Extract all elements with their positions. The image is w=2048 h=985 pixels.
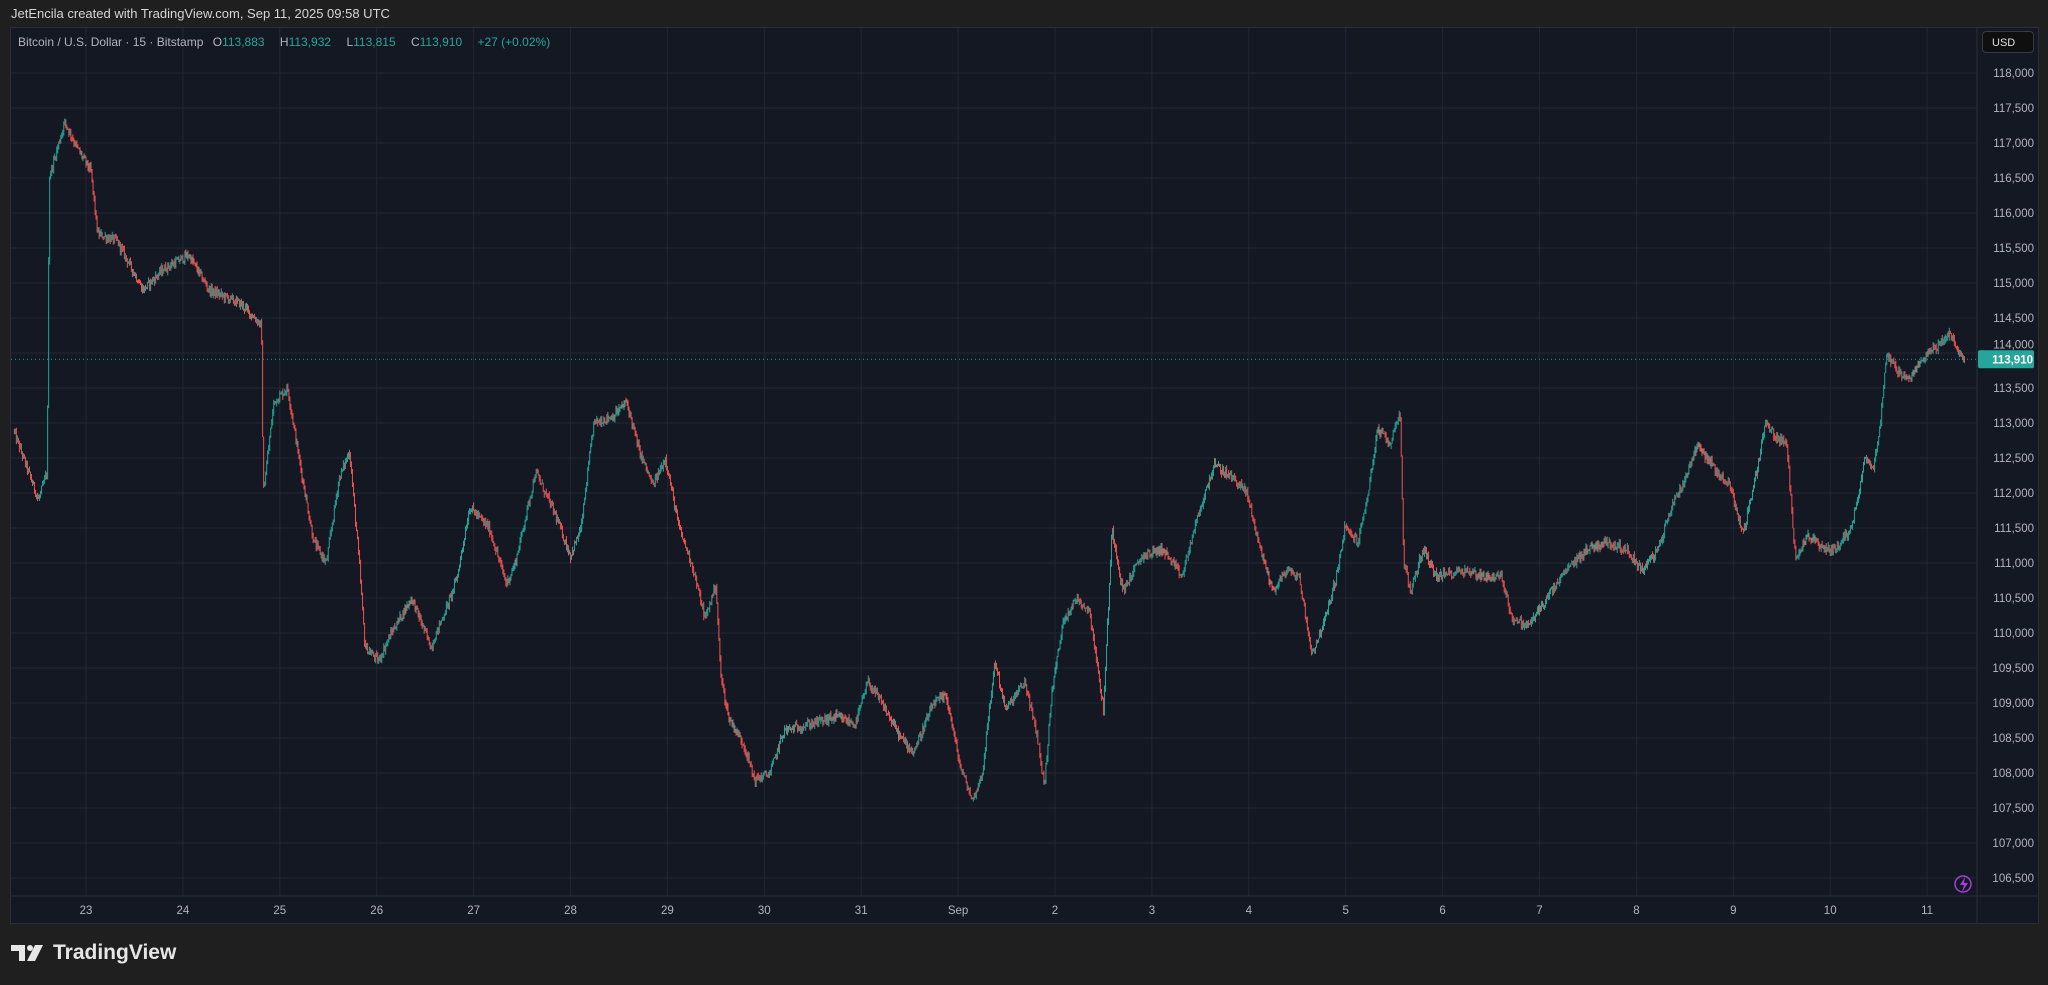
price-tick-label: 107,500 — [1992, 803, 2034, 815]
time-tick-label: 6 — [1439, 905, 1445, 917]
time-tick-label: 29 — [661, 905, 674, 917]
price-tick-label: 111,000 — [1994, 558, 2034, 570]
price-tick-label: 107,000 — [1992, 838, 2034, 850]
symbol-name[interactable]: Bitcoin / U.S. Dollar · 15 · Bitstamp — [18, 35, 204, 49]
price-tick-label: 116,500 — [1993, 173, 2034, 185]
price-tick-label: 110,000 — [1993, 628, 2034, 640]
time-tick-label: 28 — [564, 905, 577, 917]
price-tick-label: 115,000 — [1993, 278, 2034, 290]
lightning-bolt-icon — [1960, 877, 1968, 892]
time-tick-label: 27 — [467, 905, 480, 917]
price-tick-label: 106,500 — [1992, 873, 2034, 885]
change-value: +27 (+0.02%) — [477, 35, 551, 49]
price-tick-label: 118,000 — [1993, 68, 2034, 80]
price-tick-label: 112,500 — [1993, 453, 2034, 465]
close-value: 113,910 — [419, 35, 463, 49]
price-tick-label: 108,000 — [1992, 768, 2034, 780]
price-tick-label: 109,500 — [1992, 663, 2034, 675]
price-tick-label: 113,000 — [1993, 418, 2034, 430]
last-price-badge — [1978, 350, 2034, 369]
price-tick-label: 112,000 — [1993, 488, 2034, 500]
time-tick-label: 25 — [273, 905, 286, 917]
time-tick-label: Sep — [948, 905, 968, 917]
time-tick-label: 7 — [1536, 905, 1542, 917]
attribution-text: JetEncila created with TradingView.com, … — [11, 6, 390, 21]
price-tick-label: 109,000 — [1992, 698, 2034, 710]
price-tick-label: 114,500 — [1993, 313, 2034, 325]
currency-button[interactable]: USD — [1982, 31, 2034, 53]
low-label: L — [346, 35, 354, 49]
open-value: 113,883 — [222, 35, 265, 49]
open-label: O — [212, 35, 223, 49]
lightning-icon[interactable] — [1954, 875, 1972, 893]
price-tick-label: 116,000 — [1993, 208, 2034, 220]
price-tick-label: 115,500 — [1993, 243, 2034, 255]
price-tick-label: 108,500 — [1992, 733, 2034, 745]
tradingview-logo[interactable]: TradingView — [11, 941, 176, 965]
time-tick-label: 8 — [1633, 905, 1639, 917]
time-tick-label: 26 — [370, 905, 383, 917]
time-tick-label: 30 — [758, 905, 771, 917]
chart-panel[interactable] — [10, 27, 2039, 924]
low-value: 113,815 — [353, 35, 396, 49]
close-label: C — [410, 35, 420, 49]
tradingview-logo-icon — [11, 945, 43, 961]
high-label: H — [279, 35, 289, 49]
time-tick-label: 2 — [1052, 905, 1058, 917]
time-tick-label: 11 — [1921, 905, 1933, 917]
price-tick-label: 114,000 — [1993, 339, 2034, 351]
price-tick-label: 111,500 — [1994, 523, 2034, 535]
time-tick-label: 31 — [855, 905, 868, 917]
price-tick-label: 117,500 — [1993, 103, 2034, 115]
time-tick-label: 24 — [177, 905, 190, 917]
price-tick-label: 110,500 — [1993, 593, 2034, 605]
axes: 118,000 117,500 117,000 116,500 116,000 115,5… — [11, 28, 2038, 923]
price-tick-label: 113,500 — [1993, 383, 2034, 395]
symbol-legend: Bitcoin / U.S. Dollar · 15 · Bitstamp O1… — [18, 35, 556, 49]
grid — [11, 28, 1977, 896]
last-price-label: 113,910 — [1992, 354, 2033, 366]
time-tick-label: 3 — [1149, 905, 1155, 917]
time-tick-label: 9 — [1730, 905, 1736, 917]
brand-name: TradingView — [53, 941, 177, 964]
time-tick-label: 5 — [1342, 905, 1348, 917]
candles — [13, 118, 1965, 802]
time-tick-label: 10 — [1824, 905, 1837, 917]
high-value: 113,932 — [288, 35, 332, 49]
time-tick-label: 23 — [80, 905, 93, 917]
price-tick-label: 117,000 — [1993, 138, 2034, 150]
time-tick-label: 4 — [1246, 905, 1253, 917]
